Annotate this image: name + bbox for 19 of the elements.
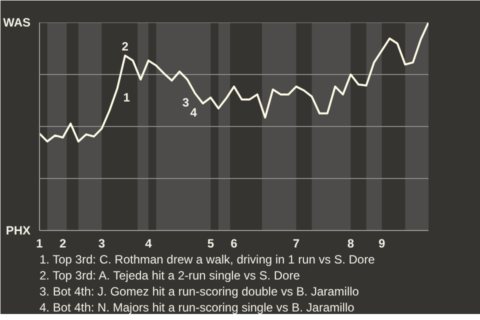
x-tick-label: 8 — [347, 236, 354, 250]
text: 2. Top 3rd: A. Tejeda hit a 2-run single vs S. Dore — [40, 268, 300, 282]
text: 3. Bot 4th: J. Gomez hit a run-scoring double vs B. Jaramillo — [40, 284, 360, 298]
text: WAS — [3, 16, 31, 30]
annotation: 1 — [123, 90, 130, 104]
x-tick-label: 7 — [292, 236, 300, 250]
x-tick-label: 2 — [60, 236, 67, 250]
x-tick-label: 5 — [207, 236, 214, 250]
annotation: 4 — [190, 105, 198, 120]
x-tick-label: 4 — [145, 236, 152, 250]
annotation: 2 — [122, 40, 129, 54]
x-tick-label: 9 — [378, 236, 386, 250]
text: 4. Bot 4th: N. Majors hit a run-scoring single vs B. Jaramillo — [40, 300, 355, 314]
text: PHX — [6, 224, 31, 238]
text: 1. Top 3rd: C. Rothman drew a walk, driving in 1 run vs S. Dore — [40, 252, 376, 266]
x-tick-label: 3 — [98, 236, 106, 250]
x-tick-label: 1 — [36, 236, 44, 250]
x-tick-label: 6 — [230, 236, 238, 250]
annotation: 3 — [182, 95, 190, 110]
